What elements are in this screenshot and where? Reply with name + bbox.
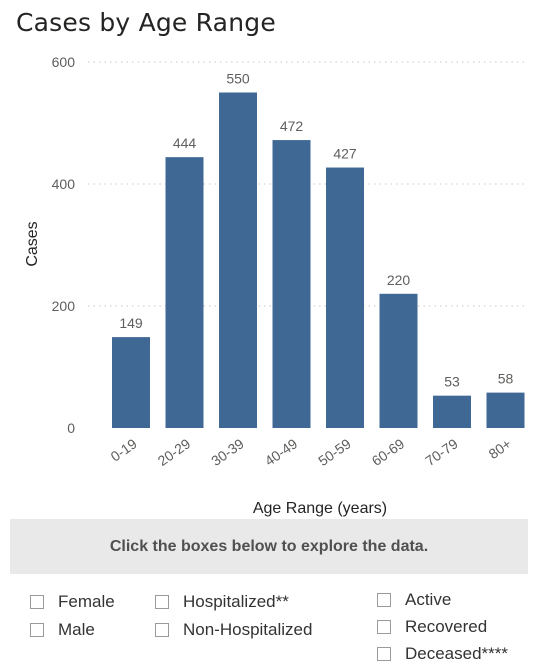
x-axis-ticks: 0-19 20-29 30-39 40-49 50-59 60-69 70-79 80+ [108,435,515,469]
filter-active[interactable]: Active [377,590,451,610]
checkbox-female[interactable] [30,595,44,609]
data-label: 472 [280,118,304,134]
checkbox-recovered[interactable] [377,620,391,634]
bar [165,157,204,428]
data-labels: 149 444 550 472 427 220 53 58 [119,71,513,390]
bar [486,392,525,428]
filter-hospitalized[interactable]: Hospitalized** [155,592,289,612]
data-label: 58 [498,371,514,387]
data-label: 427 [333,146,357,162]
filter-label-male: Male [58,620,95,639]
filter-label-deceased: Deceased**** [405,644,509,663]
x-tick-label: 60-69 [369,435,408,469]
filter-checkboxes: Female Male Hospitalized** Non-Hospitali… [0,586,538,668]
x-tick-label: 80+ [486,435,515,462]
filter-female[interactable]: Female [30,592,115,612]
checkbox-hospitalized[interactable] [155,595,169,609]
x-tick-label: 20-29 [155,435,194,469]
filter-label-hospitalized: Hospitalized** [183,592,289,611]
filter-label-female: Female [58,592,115,611]
filter-deceased[interactable]: Deceased**** [377,644,508,664]
chart-title: Cases by Age Range [16,8,276,37]
x-tick-label: 30-39 [208,435,247,469]
instruction-panel: Click the boxes below to explore the dat… [10,519,528,574]
checkbox-deceased[interactable] [377,647,391,661]
y-axis-title: Cases [24,221,41,266]
y-tick-label: 600 [52,54,76,70]
x-tick-label: 40-49 [262,435,301,469]
bar-chart: 0 200 400 600 149 444 550 472 427 220 53 58 0-19 20… [24,54,528,517]
bar [219,92,257,428]
data-label: 53 [444,374,460,390]
x-tick-label: 70-79 [422,435,461,469]
checkbox-active[interactable] [377,593,391,607]
filter-label-active: Active [405,590,452,609]
checkbox-male[interactable] [30,623,44,637]
data-label: 550 [226,71,250,87]
x-tick-label: 50-59 [315,435,354,469]
y-tick-label: 200 [52,298,76,314]
checkbox-non-hospitalized[interactable] [155,623,169,637]
filter-label-non-hospitalized: Non-Hospitalized [183,620,313,639]
bar [112,337,150,428]
x-axis-title: Age Range (years) [253,500,387,517]
filter-label-recovered: Recovered [405,617,488,636]
y-tick-label: 0 [67,420,75,436]
instruction-text: Click the boxes below to explore the dat… [109,537,429,555]
data-label: 220 [387,272,411,288]
bar [272,140,311,428]
bars [112,92,525,428]
y-axis-ticks: 0 200 400 600 [52,54,76,436]
data-label: 149 [119,315,143,331]
filter-male[interactable]: Male [30,620,95,640]
y-tick-label: 400 [52,176,76,192]
filter-recovered[interactable]: Recovered [377,617,487,637]
filter-non-hospitalized[interactable]: Non-Hospitalized [155,620,312,640]
bar [433,395,471,428]
data-label: 444 [173,135,197,151]
bar [326,167,364,428]
x-tick-label: 0-19 [108,435,140,464]
bar [379,293,418,428]
